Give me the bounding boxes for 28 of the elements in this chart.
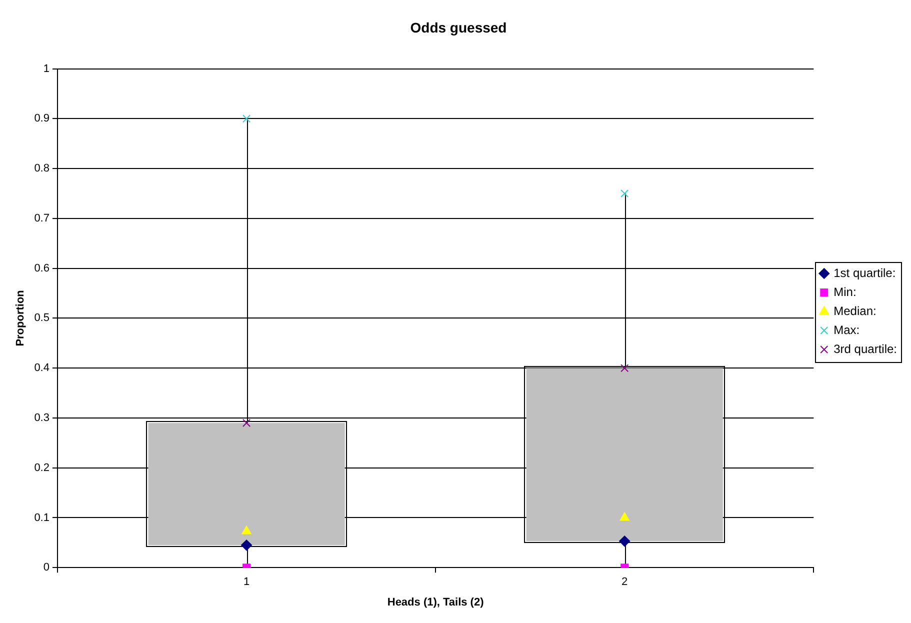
y-tick-label: 0.7 bbox=[34, 212, 50, 224]
point bbox=[241, 540, 252, 551]
y-tick-label: 0.8 bbox=[34, 162, 50, 175]
point bbox=[619, 536, 630, 547]
point bbox=[620, 512, 630, 521]
legend-label: 3rd quartile: bbox=[834, 342, 898, 356]
y-tick-label: 0.3 bbox=[34, 412, 50, 424]
legend-label: 1st quartile: bbox=[834, 266, 896, 280]
y-tick-label: 0 bbox=[43, 562, 50, 574]
point bbox=[242, 114, 251, 123]
y-tick-label: 0.6 bbox=[34, 262, 50, 274]
legend-label: Min: bbox=[834, 284, 856, 299]
y-tick-label: 1 bbox=[43, 62, 50, 75]
y-tick-label: 0.2 bbox=[34, 462, 50, 474]
legend-label: Median: bbox=[834, 304, 876, 318]
point bbox=[242, 418, 251, 427]
y-tick-label: 0.1 bbox=[34, 512, 50, 524]
y-axis-title: Proportion bbox=[14, 290, 27, 346]
x-tick-label: 2 bbox=[622, 576, 628, 588]
chart-title: Odds guessed bbox=[410, 19, 507, 36]
legend-label: Max: bbox=[834, 322, 860, 337]
x-axis-title: Heads (1), Tails (2) bbox=[387, 596, 484, 608]
y-tick-label: 0.5 bbox=[34, 312, 50, 324]
point bbox=[620, 189, 629, 198]
y-tick-label: 0.9 bbox=[34, 112, 50, 125]
y-tick-label: 0.4 bbox=[34, 362, 50, 374]
point bbox=[620, 364, 629, 372]
point bbox=[242, 526, 252, 534]
